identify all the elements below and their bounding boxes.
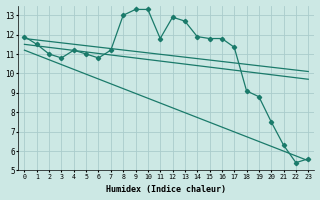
X-axis label: Humidex (Indice chaleur): Humidex (Indice chaleur) [106,185,226,194]
